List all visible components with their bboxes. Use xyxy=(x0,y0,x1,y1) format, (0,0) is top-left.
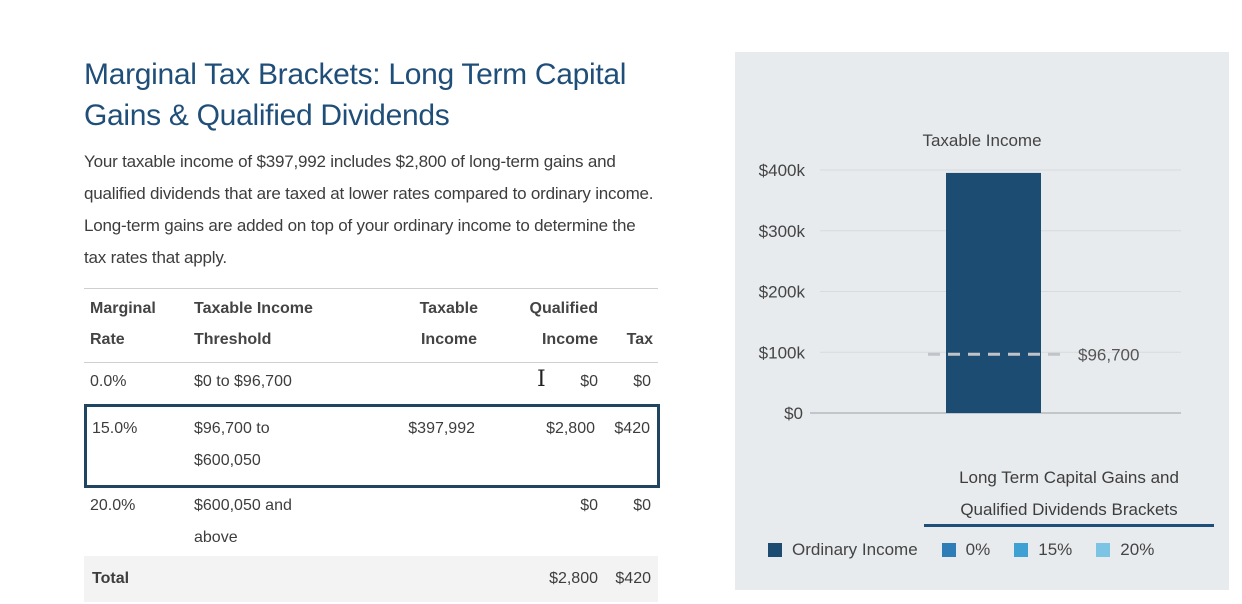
text-cursor-icon: I xyxy=(537,367,546,392)
legend-label: 20% xyxy=(1120,540,1155,559)
header-threshold-line2: Threshold xyxy=(194,331,272,348)
bar-ordinary-income xyxy=(946,172,1041,413)
row-threshold-line2: above xyxy=(194,529,238,546)
page-title: Marginal Tax Brackets: Long Term Capital… xyxy=(84,58,627,132)
row-threshold-line2: $600,050 xyxy=(194,452,261,469)
total-tax: $420 xyxy=(615,570,651,587)
legend-item-ordinary: Ordinary Income xyxy=(768,540,918,560)
total-label: Total xyxy=(92,570,130,587)
legend-title: Long Term Capital Gains and Qualified Di… xyxy=(959,468,1179,519)
row-threshold: $600,050 and xyxy=(194,497,292,514)
legend-label: 0% xyxy=(965,540,991,559)
header-threshold-line1: Taxable Income xyxy=(194,300,313,317)
row-qualified: $0 xyxy=(580,373,598,390)
header-qualified-line2: Income xyxy=(541,331,598,348)
total-row-background xyxy=(84,556,658,602)
header-tax: Tax xyxy=(626,331,653,348)
total-qualified: $2,800 xyxy=(549,570,598,587)
row-tax: $0 xyxy=(633,497,651,514)
row-rate: 0.0% xyxy=(90,373,127,390)
row-threshold: $0 to $96,700 xyxy=(194,373,292,390)
table-top-divider xyxy=(84,288,658,289)
row-qualified: $0 xyxy=(580,497,598,514)
legend-swatch xyxy=(1096,543,1111,557)
current-bracket-highlight xyxy=(84,404,660,488)
legend-label: 15% xyxy=(1038,540,1073,559)
legend-item-0pct: 0% xyxy=(941,540,991,560)
row-taxable: $397,992 xyxy=(408,420,475,437)
threshold-label: $96,700 xyxy=(1078,345,1139,364)
taxable-income-chart: $0 $100k $200k $300k $400k $96,700 xyxy=(759,161,1181,423)
header-qualified-line1: Qualified xyxy=(529,300,598,317)
header-divider xyxy=(84,362,658,363)
header-rate-line1: Marginal xyxy=(90,300,156,317)
row-tax: $420 xyxy=(614,420,650,437)
chart-title: Taxable Income xyxy=(922,131,1042,150)
row-rate: 15.0% xyxy=(92,420,138,437)
intro-paragraph: Your taxable income of $397,992 includes… xyxy=(84,152,654,267)
row-tax: $0 xyxy=(633,373,651,390)
y-tick-label: $100k xyxy=(759,343,806,362)
row-threshold: $96,700 to xyxy=(194,420,270,437)
y-tick-label: $400k xyxy=(759,161,806,180)
row-rate: 20.0% xyxy=(90,497,136,514)
chart-legend: Ordinary Income 0% 15% 20% xyxy=(768,537,1178,563)
header-taxable-line2: Income xyxy=(420,331,477,348)
legend-swatch xyxy=(1014,543,1029,557)
legend-item-15pct: 15% xyxy=(1014,540,1072,560)
y-tick-label: $0 xyxy=(784,404,803,423)
legend-swatch xyxy=(768,543,782,557)
header-rate-line2: Rate xyxy=(90,331,125,348)
legend-item-20pct: 20% xyxy=(1096,540,1154,560)
legend-title-underline xyxy=(924,524,1214,527)
legend-swatch xyxy=(941,543,956,557)
y-tick-label: $300k xyxy=(759,222,806,241)
header-taxable-line1: Taxable xyxy=(419,300,478,317)
row-qualified: $2,800 xyxy=(546,420,595,437)
legend-label: Ordinary Income xyxy=(792,540,918,559)
y-tick-label: $200k xyxy=(759,283,806,302)
intro-section: Marginal Tax Brackets: Long Term Capital… xyxy=(84,54,658,274)
